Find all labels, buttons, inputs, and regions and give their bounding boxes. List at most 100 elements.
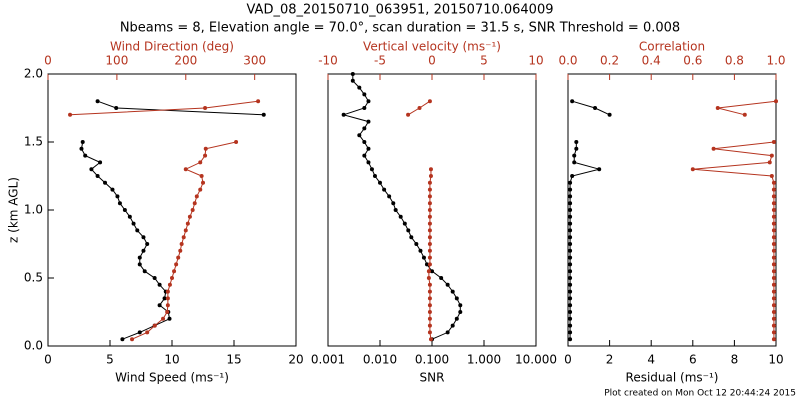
x2-tick-label: 0 [44,54,52,68]
profile-point [771,201,776,206]
profile-point [426,276,431,280]
profile-point [427,248,432,253]
profile-point [454,316,459,321]
profile-point [176,255,181,260]
profile-point [568,214,573,219]
profile-point [181,235,186,240]
x-tick-label: 8 [731,353,739,367]
profile-point [771,228,776,233]
profile-point [366,160,371,165]
profile-point [198,187,203,192]
profile-point [167,316,172,321]
profile-point [137,330,142,335]
profile-point [570,99,575,104]
profile-point [130,337,135,342]
profile-point [715,106,720,110]
profile-point [568,201,573,206]
profile-point [427,201,432,206]
x-tick-label: 15 [226,353,241,367]
x2-tick-label: 10 [528,54,543,68]
profile-point [68,112,73,117]
profile-point [771,262,776,267]
profile-point [114,106,119,110]
profile-point [192,201,197,206]
profile-point [362,153,367,158]
x-tick-label: 5 [106,353,114,367]
profile-point [122,208,127,212]
profile-point [190,208,195,212]
profile-point [161,316,166,321]
profile-point [187,214,192,219]
profile-point [115,194,120,199]
profile-point [690,167,695,172]
profile-point [771,323,776,328]
x2-tick-label: 300 [243,54,266,68]
profile-point [445,282,450,287]
x2-tick-label: 0.6 [683,54,702,68]
profile-point [771,282,776,287]
y-axis-label: z (km AGL) [7,177,21,243]
profile-point [574,146,579,151]
profile-point [131,221,136,226]
profile-point [201,180,205,185]
profile-point [362,106,367,110]
profile-point [428,337,433,342]
profile-point [145,330,150,335]
profile-point [427,208,432,212]
profile-point [234,140,239,144]
profile-point [454,296,459,301]
profile-point [362,140,367,144]
x2-tick-label: 0.0 [558,54,577,68]
profile-point [771,330,776,335]
profile-point [771,140,776,144]
profile-point [427,242,432,246]
x2-tick-label: 5 [480,54,488,68]
profile-point [568,316,573,321]
profile-point [366,146,371,151]
profile-point [771,248,776,253]
profile-point [774,99,778,104]
profile-point [402,221,407,226]
x2-axis-label: Wind Direction (deg) [110,40,234,54]
profile-point [771,180,776,185]
profile-point [568,194,573,199]
profile-point [771,214,776,219]
profile-point [137,262,142,267]
plot-frame [567,73,777,347]
profile-point [409,235,414,240]
profile-point [142,269,147,274]
profile-point [450,289,455,294]
profile-point [256,99,261,104]
profile-point [568,221,573,226]
profile-point [165,296,170,301]
profile-point [203,106,208,110]
x2-tick-label: 0 [428,54,436,68]
profile-point [568,282,573,287]
x-axis-label: Wind Speed (ms⁻¹) [115,371,229,385]
profile-point [427,180,432,185]
x2-tick-label: 0.8 [725,54,744,68]
profile-point [458,303,463,308]
x2-tick-label: 100 [105,54,128,68]
profile-point [427,296,432,301]
profile-point [771,187,776,192]
profile-point [120,337,125,342]
x-tick-label: 10 [164,353,179,367]
profile-point [574,140,579,144]
x2-axis-label: Vertical velocity (ms⁻¹) [363,40,501,54]
y-tick-label: 1.5 [24,135,43,149]
profile-point [568,310,573,314]
profile-point [427,255,432,260]
profile-point [597,167,602,172]
profile-point [568,269,573,274]
profile-point [427,221,432,226]
profile-point [427,330,432,335]
profile-point [458,310,463,314]
profile-point [568,296,573,301]
profile-point [261,112,266,117]
profile-point [424,262,429,267]
profile-point [427,289,432,294]
profile-point [372,174,377,178]
profile-point [378,180,382,185]
